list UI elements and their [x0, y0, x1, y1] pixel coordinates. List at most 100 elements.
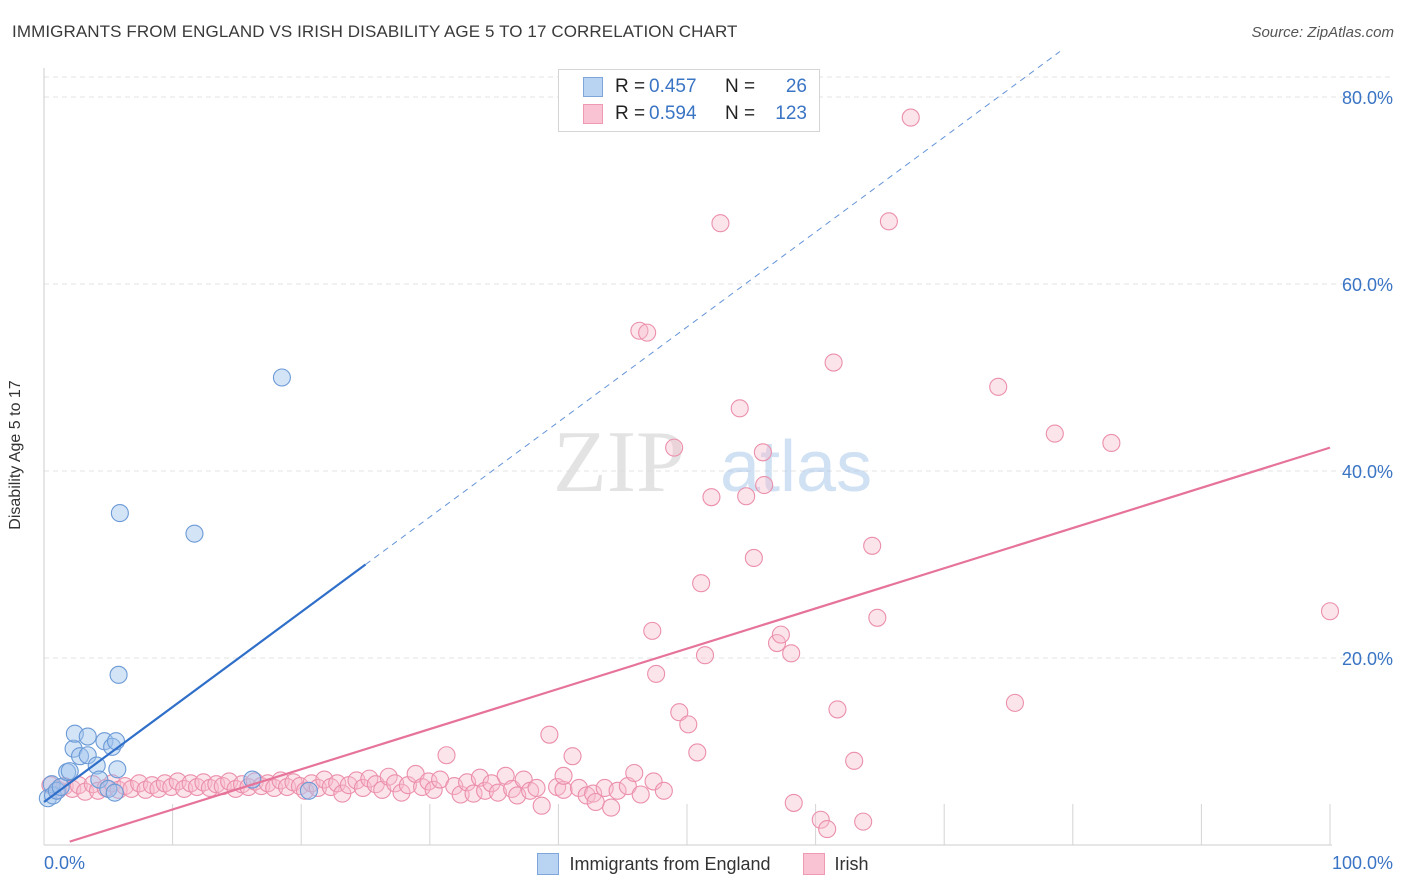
point-england	[272, 368, 291, 387]
legend-row-irish: R = 0.594 N = 123	[559, 101, 807, 127]
series-legend-irish: Irish	[802, 853, 869, 875]
point-irish	[702, 488, 721, 507]
y-tick-label: 60.0%	[1342, 275, 1393, 295]
point-irish	[695, 646, 715, 665]
point-irish	[625, 763, 644, 783]
point-irish	[767, 633, 787, 653]
point-england	[109, 665, 128, 684]
point-irish	[602, 798, 621, 817]
point-irish	[818, 820, 837, 839]
y-tick-label: 20.0%	[1342, 649, 1393, 669]
trend-line-england-extension	[365, 51, 1061, 565]
point-irish	[424, 780, 443, 799]
point-irish	[679, 715, 698, 734]
point-irish	[744, 548, 763, 568]
point-england	[105, 783, 124, 802]
point-irish	[563, 747, 582, 766]
point-irish	[464, 784, 483, 803]
x-tick-label: 0.0%	[44, 853, 85, 873]
point-irish	[670, 703, 689, 722]
point-irish	[692, 574, 711, 593]
point-irish	[379, 767, 398, 786]
point-england	[51, 777, 70, 797]
legend-r-value-england: 0.457	[649, 76, 697, 97]
point-irish	[618, 777, 637, 796]
point-irish	[630, 321, 649, 340]
point-england	[60, 762, 79, 781]
point-irish	[901, 108, 920, 127]
legend-n-value-england: 26	[785, 76, 807, 97]
point-irish	[577, 786, 596, 805]
grid-lines	[44, 76, 1392, 659]
tick-labels: 20.0% 40.0% 60.0% 80.0% 0.0% 100.0%	[44, 88, 1393, 873]
point-irish	[187, 777, 207, 797]
legend-n-label: N =	[725, 103, 756, 124]
point-irish	[755, 475, 774, 495]
series-legend: Immigrants from England Irish	[0, 851, 1406, 877]
point-irish	[647, 664, 666, 683]
point-irish	[608, 781, 627, 800]
point-irish	[737, 487, 756, 506]
y-tick-label: 40.0%	[1342, 462, 1393, 482]
point-irish	[868, 608, 887, 627]
x-tick-label: 100.0%	[1332, 853, 1393, 873]
trend-line-irish	[69, 446, 1331, 843]
y-axis-label: Disability Age 5 to 17	[7, 380, 24, 530]
point-irish	[392, 783, 411, 802]
correlation-legend: R = 0.457 N = 26 R = 0.594 N = 123	[558, 69, 820, 132]
point-irish	[811, 810, 830, 829]
point-irish	[496, 766, 515, 785]
point-irish	[644, 772, 663, 791]
point-irish	[854, 812, 873, 831]
point-irish	[638, 323, 657, 342]
point-irish	[845, 751, 864, 770]
legend-swatch-england	[583, 77, 603, 97]
point-irish	[879, 212, 898, 231]
point-irish	[688, 743, 707, 762]
point-irish	[76, 782, 95, 801]
point-irish	[631, 785, 650, 804]
point-england	[110, 504, 129, 523]
point-irish	[1320, 602, 1340, 621]
point-irish	[1005, 693, 1024, 712]
y-tick-label: 80.0%	[1342, 88, 1393, 108]
point-irish	[782, 644, 801, 663]
point-irish	[328, 774, 347, 793]
point-irish	[1045, 424, 1064, 443]
chart-title: IMMIGRANTS FROM ENGLAND VS IRISH DISABIL…	[12, 22, 738, 41]
point-irish	[828, 700, 847, 719]
point-irish	[540, 725, 559, 744]
point-england	[70, 747, 90, 766]
point-irish	[488, 783, 508, 802]
point-irish	[514, 770, 533, 789]
watermark: ZIP atlas	[553, 414, 872, 511]
point-irish	[554, 780, 573, 799]
legend-n-label: N =	[725, 76, 756, 97]
source-note: Source: ZipAtlas.com	[1251, 24, 1394, 41]
data-points	[38, 108, 1340, 839]
point-england	[299, 781, 318, 800]
point-england	[106, 732, 126, 751]
point-irish	[532, 796, 551, 815]
point-irish	[665, 438, 684, 457]
point-irish	[989, 377, 1008, 396]
point-england	[108, 760, 127, 779]
point-irish	[136, 780, 155, 799]
point-irish	[730, 399, 749, 418]
point-irish	[554, 766, 573, 785]
point-irish	[824, 353, 843, 372]
legend-r-label: R =	[615, 103, 646, 124]
point-england	[185, 524, 204, 543]
legend-r-value-irish: 0.594	[649, 103, 697, 124]
point-irish	[771, 625, 790, 644]
watermark-atlas: atlas	[720, 427, 872, 507]
legend-n-value-irish: 123	[775, 103, 807, 124]
point-england	[87, 756, 106, 775]
watermark-zip: ZIP	[553, 414, 685, 511]
series-label-england: Immigrants from England	[569, 853, 771, 874]
series-legend-england: Immigrants from England	[537, 853, 771, 875]
series-swatch-irish	[802, 853, 825, 875]
legend-swatch-irish	[583, 104, 603, 124]
point-irish	[643, 621, 662, 640]
